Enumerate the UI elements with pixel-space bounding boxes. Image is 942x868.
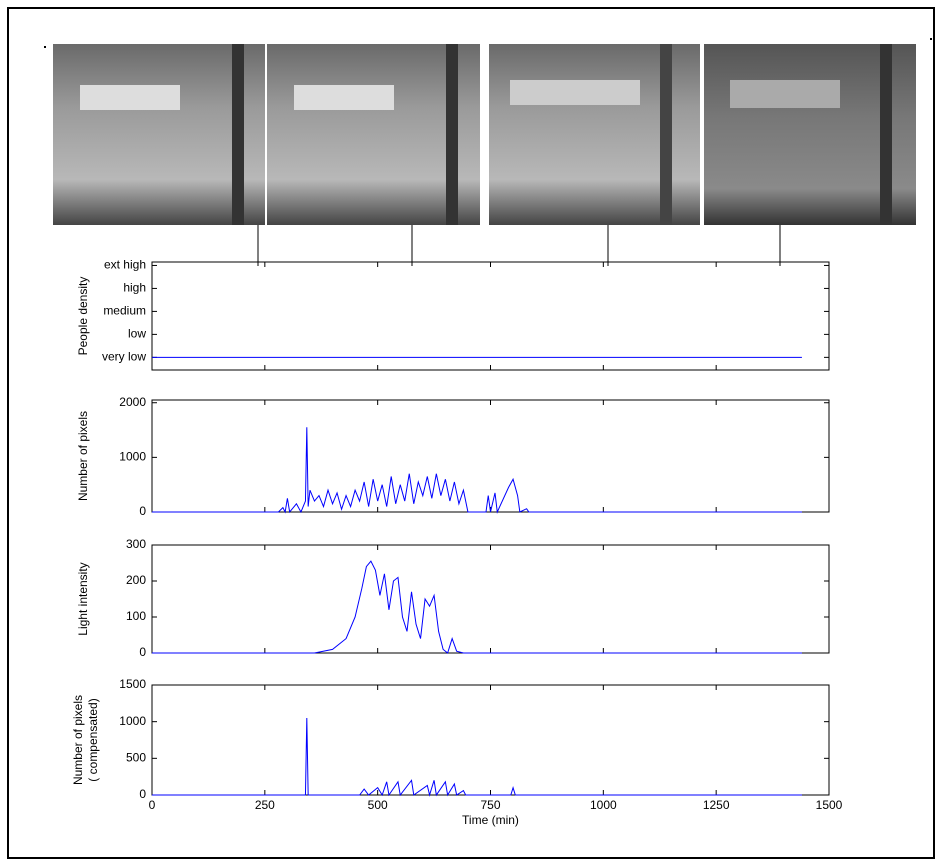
frame xyxy=(7,7,935,859)
x-axis-label: Time (min) xyxy=(462,813,519,827)
dot xyxy=(44,46,46,48)
y-tick-label: 100 xyxy=(126,609,146,623)
axes-box xyxy=(151,684,830,796)
x-tick-label: 1250 xyxy=(703,798,730,812)
y-axis-label: Number of pixels xyxy=(71,695,85,785)
y-tick-label: very low xyxy=(102,350,146,364)
photo-detail xyxy=(446,44,458,225)
y-tick-label: 500 xyxy=(126,751,146,765)
photo xyxy=(267,44,480,225)
y-tick-label: 200 xyxy=(126,573,146,587)
y-tick-label: 300 xyxy=(126,537,146,551)
y-axis-label: People density xyxy=(76,277,90,356)
x-tick-label: 0 xyxy=(149,798,156,812)
y-tick-label: 1500 xyxy=(119,677,146,691)
x-tick-label: 1000 xyxy=(590,798,617,812)
y-tick-label: 2000 xyxy=(119,395,146,409)
y-axis-label: Light intensity xyxy=(76,562,90,635)
photos xyxy=(53,44,916,225)
connectors xyxy=(257,225,781,266)
photo-detail xyxy=(294,85,394,110)
y-tick-label: 1000 xyxy=(119,450,146,464)
data-line xyxy=(152,427,802,514)
dot xyxy=(930,38,932,40)
photo-detail xyxy=(232,44,244,225)
y-tick-label: 0 xyxy=(139,645,146,659)
photo-detail xyxy=(510,80,640,105)
axes-box xyxy=(151,261,830,371)
photo-detail xyxy=(730,80,840,108)
photo-detail xyxy=(80,85,180,110)
data-line xyxy=(152,717,802,797)
y-tick-label: high xyxy=(123,281,146,295)
y-tick-label: 1000 xyxy=(119,714,146,728)
x-tick-label: 500 xyxy=(368,798,388,812)
x-tick-label: 1500 xyxy=(816,798,843,812)
x-tick-label: 750 xyxy=(480,798,500,812)
y-tick-label: medium xyxy=(103,304,146,318)
y-axis-label: Number of pixels xyxy=(76,411,90,501)
axes-box xyxy=(151,544,830,654)
y-tick-label: ext high xyxy=(104,258,146,272)
data-line xyxy=(152,560,802,654)
y-tick-label: 0 xyxy=(139,787,146,801)
photo-detail xyxy=(880,44,892,225)
y-tick-label: 0 xyxy=(139,504,146,518)
axes-box xyxy=(151,399,830,513)
x-tick-label: 250 xyxy=(255,798,275,812)
photo-detail xyxy=(660,44,672,225)
y-tick-label: low xyxy=(128,327,146,341)
photo xyxy=(53,44,265,225)
y-axis-label: ( compensated) xyxy=(86,698,100,781)
